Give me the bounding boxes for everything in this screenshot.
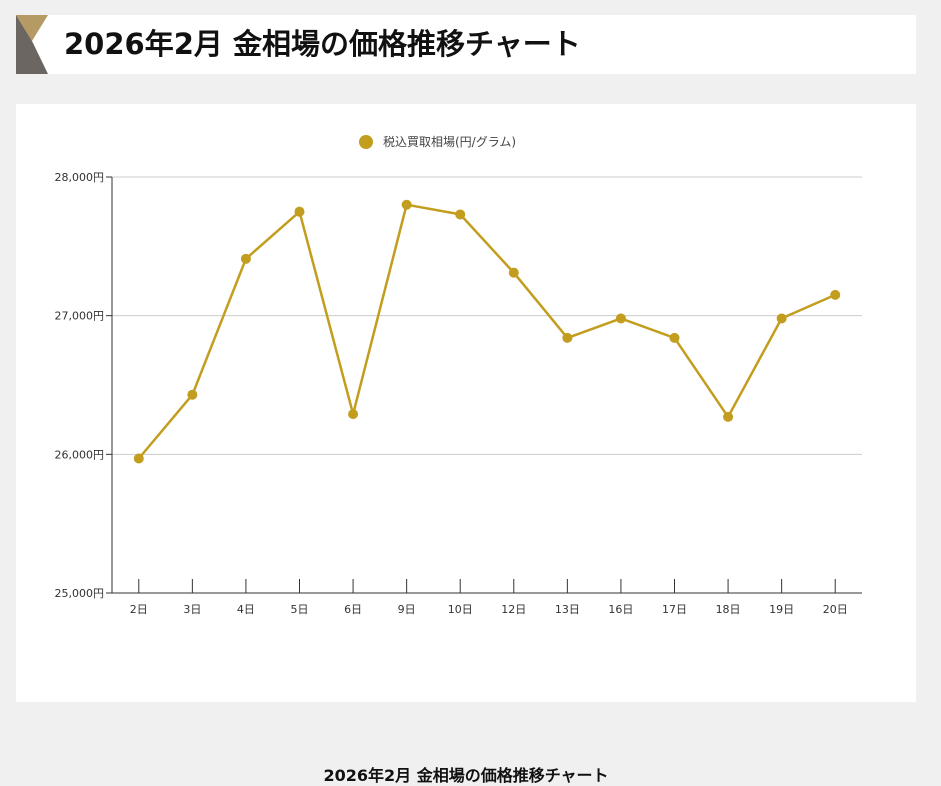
price-line-chart: 25,000円 26,000円 27,000円 28,000円 2日 3日 4日 5日 6日 9日… <box>55 135 862 616</box>
page-header: 2026年2月 金相場の価格推移チャート <box>16 15 916 74</box>
data-point <box>455 209 466 220</box>
x-tick-label: 18日 <box>716 603 741 616</box>
y-tick-label: 25,000円 <box>55 587 105 600</box>
data-point <box>562 332 573 343</box>
x-tick-label: 16日 <box>608 603 633 616</box>
data-point <box>133 453 144 464</box>
series-line <box>137 203 836 460</box>
x-tick-label: 6日 <box>344 603 362 616</box>
data-point <box>348 409 359 420</box>
y-tick-label: 27,000円 <box>55 310 105 323</box>
legend-marker-icon <box>359 135 373 149</box>
x-tick-label: 19日 <box>769 603 794 616</box>
chart-caption: 2026年2月 金相場の価格推移チャート <box>323 766 609 785</box>
x-tick-label: 10日 <box>448 603 473 616</box>
data-point <box>187 389 198 400</box>
x-tick-label: 12日 <box>501 603 526 616</box>
data-point <box>615 313 626 324</box>
x-tick-label: 4日 <box>237 603 255 616</box>
data-point <box>240 253 251 264</box>
data-point <box>401 199 412 210</box>
page-title: 2026年2月 金相場の価格推移チャート <box>64 27 581 61</box>
data-point <box>776 313 787 324</box>
x-tick-label: 2日 <box>130 603 148 616</box>
data-point <box>294 206 305 217</box>
chart-panel: 25,000円 26,000円 27,000円 28,000円 2日 3日 4日 5日 6日 9日… <box>16 104 916 785</box>
x-tick-label: 17日 <box>662 603 687 616</box>
y-tick-label: 26,000円 <box>55 448 105 461</box>
data-point <box>830 289 841 300</box>
x-tick-label: 13日 <box>555 603 580 616</box>
legend-label: 税込買取相場(円/グラム) <box>383 135 516 149</box>
x-tick-label: 9日 <box>398 603 416 616</box>
brand-corner-icon <box>16 15 48 74</box>
data-point <box>723 411 734 422</box>
x-tick-label: 20日 <box>823 603 848 616</box>
data-point <box>508 267 519 278</box>
x-tick-label: 3日 <box>183 603 201 616</box>
y-tick-label: 28,000円 <box>55 171 105 184</box>
x-tick-label: 5日 <box>291 603 309 616</box>
data-point <box>669 332 680 343</box>
